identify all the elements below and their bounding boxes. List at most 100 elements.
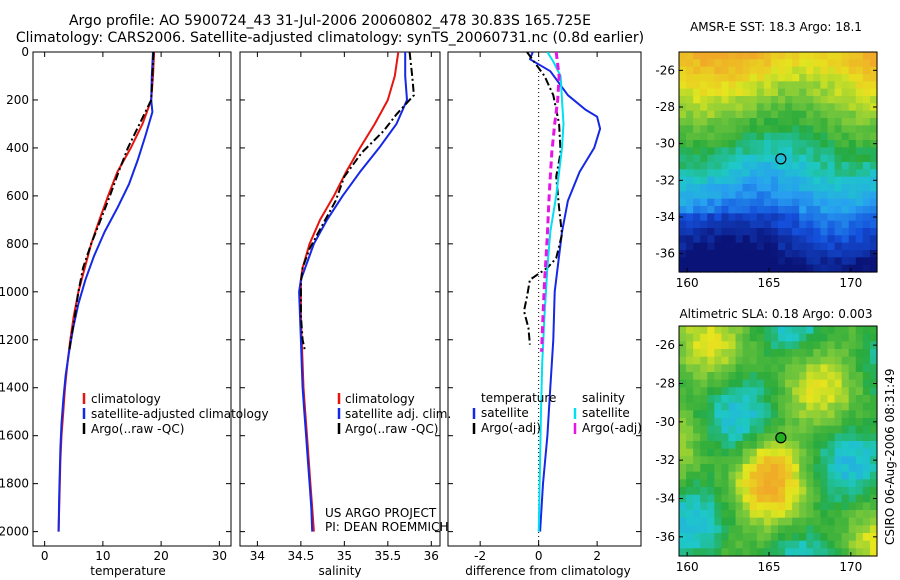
map-cell [693,418,701,427]
map-cell [834,228,843,236]
map-cell [792,96,800,104]
map-cell [855,147,864,156]
map-cell [806,213,814,222]
map-cell [749,74,758,82]
map-cell [841,147,850,156]
map-cell [827,220,836,229]
map-cell [792,110,800,119]
map-cell [714,441,723,450]
map-cell [778,132,786,141]
map-cell [756,184,765,192]
map-cell [756,510,765,519]
map-cell [756,364,765,373]
map-cell [707,147,715,156]
map-cell [855,125,864,134]
map-cell [869,74,878,82]
map-cell [735,66,744,75]
map-cell [728,198,737,207]
map-cell [792,471,800,480]
map-cell [749,118,758,126]
map-cell [869,125,878,134]
map-cell [862,479,871,488]
map-cell [707,464,715,473]
map-cell [686,140,694,148]
map-cell [778,494,786,503]
map-cell [721,264,730,273]
map-cell [855,228,864,236]
map-cell [785,517,793,526]
map-cell [721,176,730,185]
map-cell [749,162,758,170]
map-cell [813,441,822,450]
map-cell [756,88,765,97]
map-cell [799,103,807,112]
map-cell [686,356,694,365]
map-cell [707,448,715,457]
map-cell [679,242,687,251]
map-cell [763,510,772,519]
map-cell [770,517,779,526]
map-cell [763,74,772,82]
map-cell [869,162,878,170]
map-cell [862,456,871,465]
map-cell [827,326,836,335]
map-cell [707,198,715,207]
map-cell [862,494,871,503]
map-cell [834,448,843,457]
map-cell [770,162,779,170]
map-cell [686,540,694,549]
map-cell [763,471,772,480]
map-cell [848,479,857,488]
map-cell [792,540,800,549]
map-cell [700,235,708,244]
map-cell [763,326,772,335]
map-cell [827,81,836,90]
map-cell [707,264,715,273]
map-cell [679,96,687,104]
map-cell [770,206,779,214]
map-cell [742,96,751,104]
map-cell [792,448,800,457]
map-cell [728,235,737,244]
map-cell [827,533,836,542]
map-cell [869,540,878,549]
map-cell [707,162,715,170]
credit-line-1: US ARGO PROJECT [325,506,437,520]
y-tick-label: -28 [655,377,675,391]
map-cell [841,448,850,457]
map-cell [700,548,708,557]
map-cell [869,402,878,411]
map-cell [707,250,715,258]
map-cell [799,59,807,68]
map-cell [834,517,843,526]
map-cell [855,487,864,496]
map-cell [862,74,871,82]
map-cell [756,441,765,450]
map-cell [827,198,836,207]
map-cell [714,96,723,104]
map-cell [749,349,758,358]
map-cell [693,487,701,496]
y-tick-label: -26 [655,63,675,77]
map-cell [855,220,864,229]
map-cell [785,410,793,419]
map-cell [855,364,864,373]
map-cell [679,125,687,134]
map-cell [792,533,800,542]
map-cell [869,433,878,442]
map-cell [841,125,850,134]
map-cell [827,356,836,365]
map-cell [756,540,765,549]
map-cell [763,228,772,236]
map-cell [827,191,836,200]
map-cell [770,118,779,126]
map-cell [756,118,765,126]
map-cell [742,517,751,526]
map-cell [728,494,737,503]
map-cell [841,74,850,82]
map-cell [686,548,694,557]
map-cell [799,220,807,229]
map-cell [686,410,694,419]
map-cell [728,191,737,200]
map-cell [799,356,807,365]
